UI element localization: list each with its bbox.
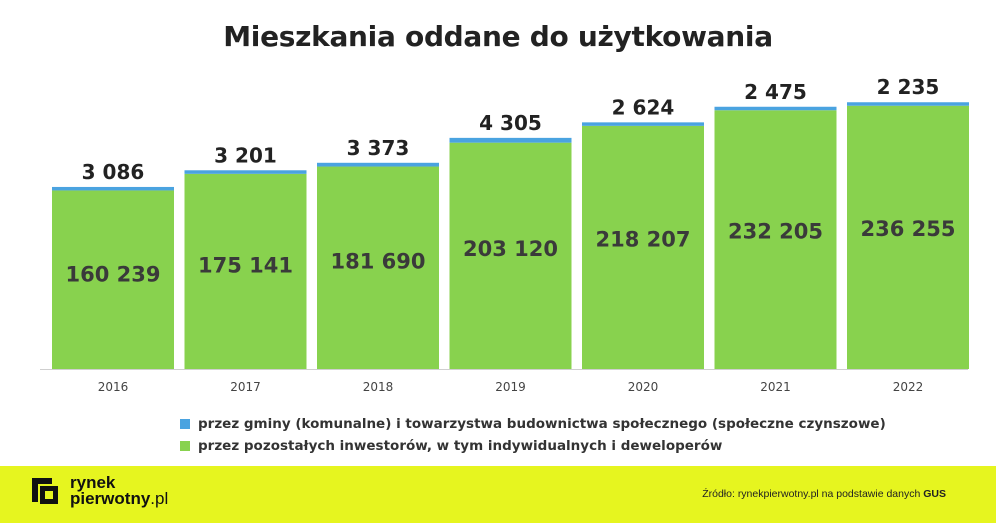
- legend-label-other-investors: przez pozostałych inwestorów, w tym indy…: [198, 438, 723, 454]
- legend-item-other-investors: przez pozostałych inwestorów, w tym indy…: [180, 438, 722, 454]
- bar-municipal-2016: [52, 186, 174, 191]
- data-label-municipal-2017: 3 201: [214, 143, 277, 167]
- brand-logo[interactable]: rynek pierwotny.pl: [28, 474, 168, 508]
- data-label-other-investors-2017: 175 141: [198, 254, 293, 278]
- bar-municipal-2018: [317, 162, 439, 167]
- bar-other-investors-2017: [184, 173, 307, 369]
- data-label-other-investors-2020: 218 207: [596, 228, 691, 252]
- legend-swatch-municipal: [180, 419, 190, 429]
- source-text: Źródło: rynekpierwotny.pl na podstawie d…: [702, 488, 924, 500]
- logo-text-line2: pierwotny: [70, 489, 151, 508]
- bar-other-investors-2020: [582, 125, 704, 369]
- footer-bar: rynek pierwotny.pl Źródło: rynekpierwotn…: [0, 466, 996, 523]
- data-label-municipal-2016: 3 086: [82, 160, 145, 184]
- data-label-municipal-2018: 3 373: [347, 136, 410, 160]
- legend-item-municipal: przez gminy (komunalne) i towarzystwa bu…: [180, 416, 886, 432]
- data-label-municipal-2021: 2 475: [744, 80, 807, 104]
- logo-text-line1: rynek: [70, 473, 116, 492]
- data-label-municipal-2019: 4 305: [479, 111, 542, 135]
- bar-other-investors-2016: [52, 190, 174, 369]
- bar-municipal-2019: [449, 137, 572, 143]
- bar-other-investors-2019: [449, 142, 572, 369]
- x-tick-label-2018: 2018: [363, 380, 394, 394]
- bar-municipal-2021: [714, 106, 837, 111]
- data-label-other-investors-2022: 236 255: [861, 217, 956, 241]
- bar-other-investors-2021: [714, 110, 837, 369]
- bar-chart: 160 239 3 086 2016 175 141 3 201 2017 181 690 3…: [40, 75, 969, 394]
- x-tick-label-2022: 2022: [893, 380, 924, 394]
- bar-municipal-2020: [582, 122, 704, 126]
- data-label-other-investors-2018: 181 690: [331, 250, 426, 274]
- bar-other-investors-2018: [317, 166, 439, 369]
- x-tick-label-2020: 2020: [628, 380, 659, 394]
- bar-municipal-2017: [184, 170, 307, 174]
- data-label-municipal-2022: 2 235: [877, 75, 940, 99]
- logo-mark-icon: [28, 474, 62, 508]
- data-label-other-investors-2021: 232 205: [728, 219, 823, 243]
- chart-title: Mieszkania oddane do użytkowania: [223, 20, 773, 53]
- bar-municipal-2022: [847, 102, 969, 106]
- source-bold: GUS: [923, 488, 946, 500]
- x-tick-label-2019: 2019: [495, 380, 526, 394]
- legend-swatch-other-investors: [180, 441, 190, 451]
- source-note: Źródło: rynekpierwotny.pl na podstawie d…: [702, 488, 946, 500]
- data-label-other-investors-2016: 160 239: [66, 263, 161, 287]
- x-tick-label-2021: 2021: [760, 380, 791, 394]
- bar-other-investors-2022: [847, 105, 969, 369]
- data-label-other-investors-2019: 203 120: [463, 237, 558, 261]
- logo-text-domain: .pl: [150, 489, 169, 508]
- legend-label-municipal: przez gminy (komunalne) i towarzystwa bu…: [198, 416, 886, 432]
- x-tick-label-2016: 2016: [98, 380, 129, 394]
- x-tick-label-2017: 2017: [230, 380, 261, 394]
- data-label-municipal-2020: 2 624: [612, 95, 675, 119]
